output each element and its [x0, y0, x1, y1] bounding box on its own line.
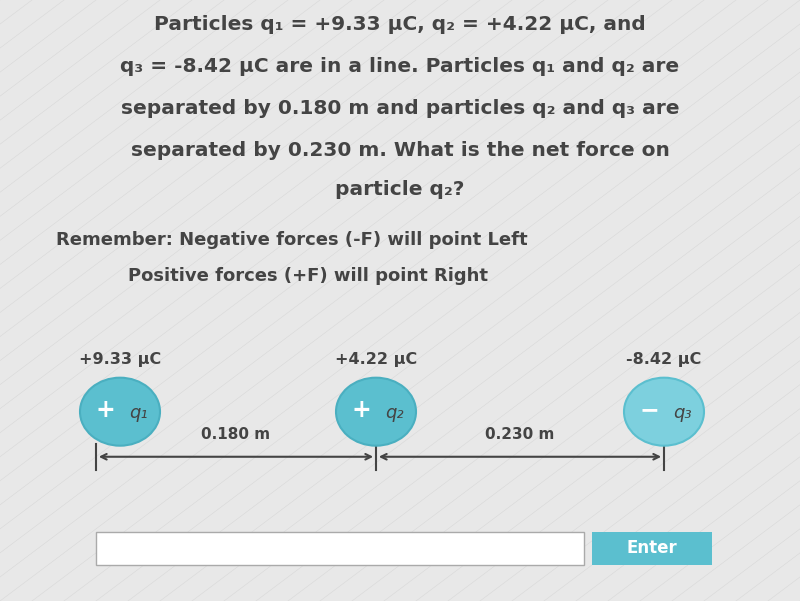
Text: +: + [96, 398, 115, 423]
FancyBboxPatch shape [592, 532, 712, 565]
Text: +: + [352, 398, 371, 423]
Text: +4.22 μC: +4.22 μC [335, 352, 417, 367]
Text: Remember: Negative forces (-F) will point Left: Remember: Negative forces (-F) will poin… [56, 231, 528, 249]
Text: 0.230 m: 0.230 m [486, 427, 554, 442]
Ellipse shape [624, 377, 704, 446]
Ellipse shape [336, 377, 416, 446]
Text: separated by 0.180 m and particles q₂ and q₃ are: separated by 0.180 m and particles q₂ an… [121, 99, 679, 118]
Text: particle q₂?: particle q₂? [335, 180, 465, 200]
Text: Enter: Enter [626, 540, 678, 557]
Ellipse shape [80, 377, 160, 446]
Text: q₁: q₁ [130, 404, 148, 423]
Text: -8.42 μC: -8.42 μC [626, 352, 702, 367]
Text: +9.33 μC: +9.33 μC [79, 352, 161, 367]
Text: q₂: q₂ [386, 404, 404, 423]
Text: 0.180 m: 0.180 m [202, 427, 270, 442]
FancyBboxPatch shape [96, 532, 584, 565]
Text: −: − [640, 398, 659, 423]
Text: separated by 0.230 m. What is the net force on: separated by 0.230 m. What is the net fo… [130, 141, 670, 160]
Text: q₃ = -8.42 μC are in a line. Particles q₁ and q₂ are: q₃ = -8.42 μC are in a line. Particles q… [121, 57, 679, 76]
Text: Particles q₁ = +9.33 μC, q₂ = +4.22 μC, and: Particles q₁ = +9.33 μC, q₂ = +4.22 μC, … [154, 15, 646, 34]
Text: q₃: q₃ [674, 404, 692, 423]
Text: Positive forces (+F) will point Right: Positive forces (+F) will point Right [128, 267, 488, 285]
